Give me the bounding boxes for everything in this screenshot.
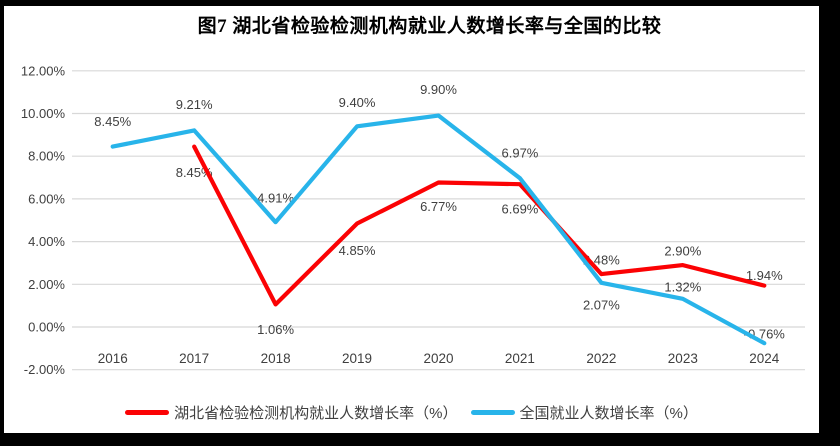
chart-title: 图7 湖北省检验检测机构就业人数增长率与全国的比较 xyxy=(197,16,662,37)
y-axis-tick-label: -2.00% xyxy=(24,362,66,377)
y-axis-tick-label: 8.00% xyxy=(28,149,65,164)
data-label: 6.69% xyxy=(502,202,539,217)
x-axis-tick-label: 2018 xyxy=(261,351,291,366)
data-label: 2.90% xyxy=(664,244,701,259)
legend-label-hubei: 湖北省检验检测机构就业人数增长率（%） xyxy=(174,405,458,422)
legend-line-red-icon xyxy=(125,410,170,415)
data-label: 9.21% xyxy=(176,97,213,112)
data-label: 6.77% xyxy=(420,199,457,214)
data-label: 9.40% xyxy=(339,95,376,110)
legend-label-national: 全国就业人数增长率（%） xyxy=(519,405,698,422)
legend-line-blue-icon xyxy=(470,410,515,415)
x-axis-tick-label: 2016 xyxy=(98,351,128,366)
x-axis-tick-label: 2023 xyxy=(668,351,698,366)
legend-item-hubei: 湖北省检验检测机构就业人数增长率（%） xyxy=(125,402,458,423)
x-axis-tick-label: 2022 xyxy=(586,351,616,366)
y-axis-tick-label: 10.00% xyxy=(21,106,66,121)
data-label: 9.90% xyxy=(420,82,457,97)
series-line-hubei xyxy=(192,144,767,307)
data-label: 4.85% xyxy=(339,243,376,258)
chart-canvas: 图7 湖北省检验检测机构就业人数增长率与全国的比较 12.00% 10.00% 8.… xyxy=(4,6,819,433)
y-axis-tick-label: 12.00% xyxy=(21,63,66,78)
series-line-national xyxy=(110,113,767,346)
y-axis-tick-label: 4.00% xyxy=(28,234,65,249)
data-label: 1.32% xyxy=(664,279,701,294)
data-label: 6.97% xyxy=(502,146,539,161)
data-label: 2.07% xyxy=(583,297,620,312)
data-label: 4.91% xyxy=(257,191,294,206)
x-axis-tick-label: 2021 xyxy=(505,351,535,366)
y-axis-tick-label: 2.00% xyxy=(28,277,65,292)
y-axis-tick-label: 0.00% xyxy=(28,320,65,335)
data-label: 1.94% xyxy=(746,268,783,283)
x-axis-tick-label: 2017 xyxy=(179,351,209,366)
legend-item-national: 全国就业人数增长率（%） xyxy=(470,402,698,423)
y-axis-tick-label: 6.00% xyxy=(28,191,65,206)
x-axis-tick-label: 2019 xyxy=(342,351,372,366)
x-axis-tick-label: 2020 xyxy=(423,351,453,366)
data-label: 8.45% xyxy=(94,114,131,129)
line-chart: 12.00% 10.00% 8.00% 6.00% 4.00% 2.00% 0.00% -2.… xyxy=(21,63,805,377)
chart-legend: 湖北省检验检测机构就业人数增长率（%） 全国就业人数增长率（%） xyxy=(4,402,819,423)
x-axis-tick-label: 2024 xyxy=(749,351,780,366)
data-label: 1.06% xyxy=(257,322,294,337)
